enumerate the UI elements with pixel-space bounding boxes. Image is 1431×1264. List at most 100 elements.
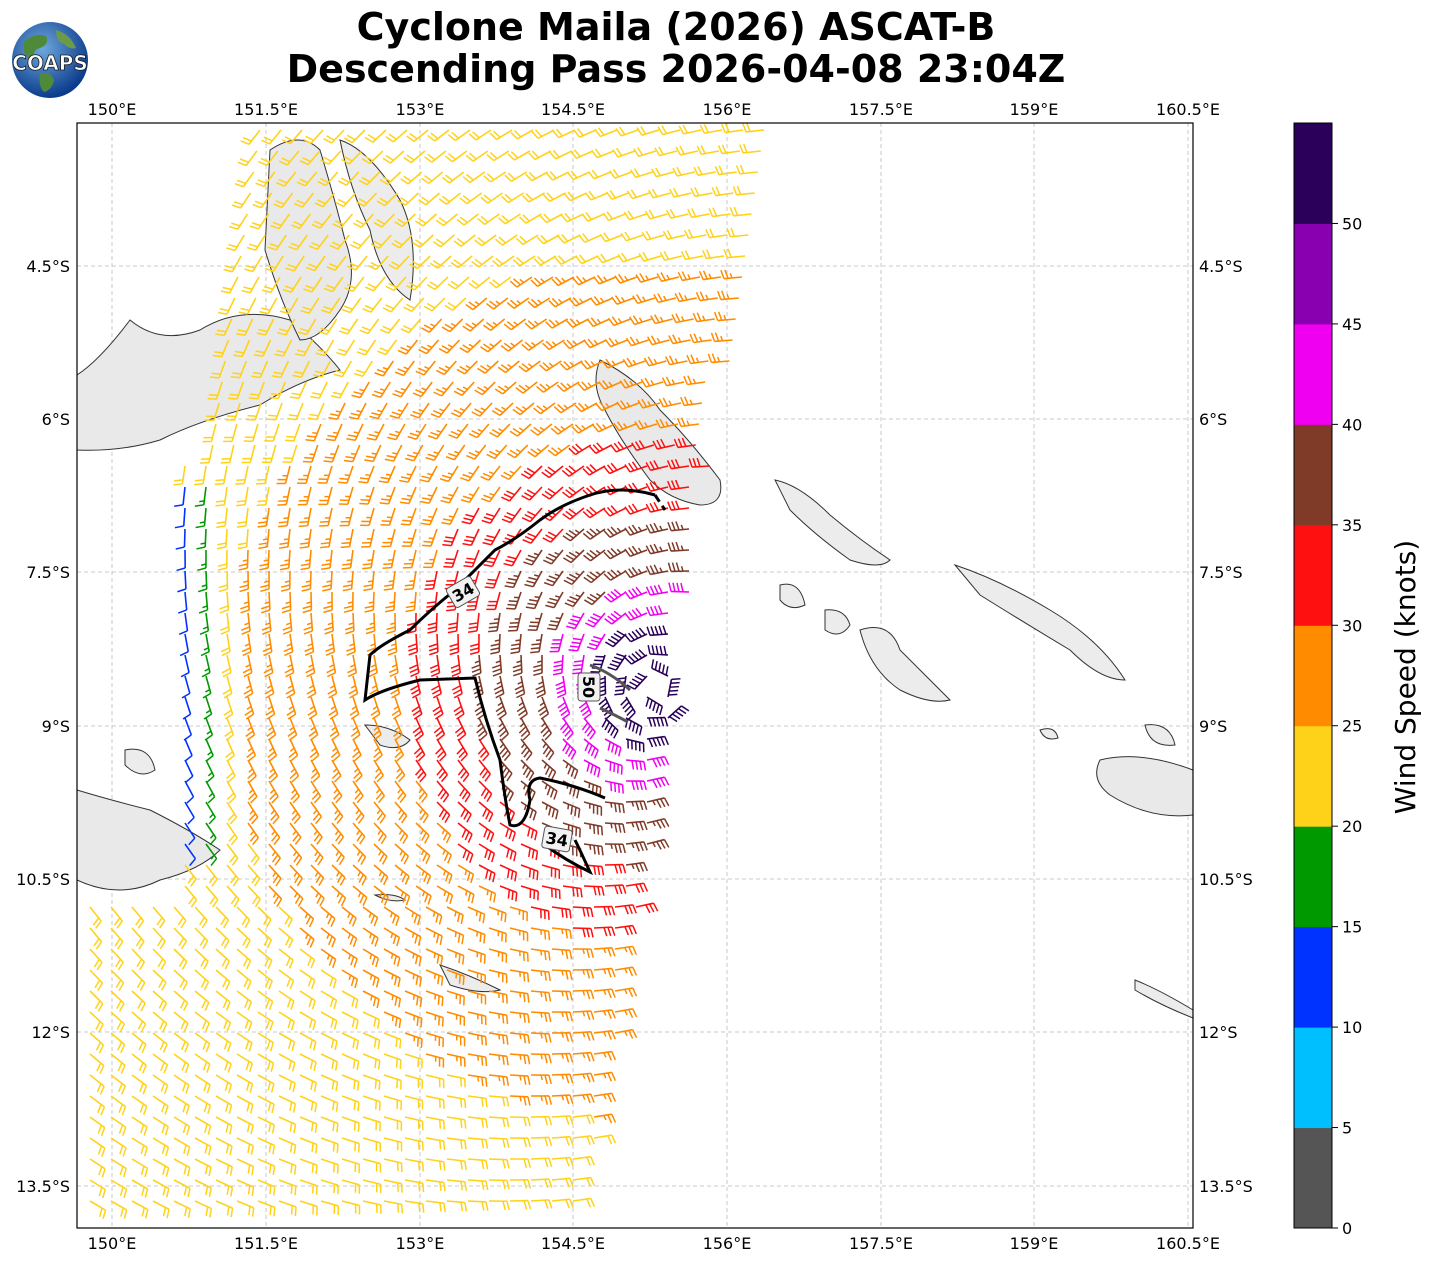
wind-barb — [255, 465, 270, 485]
wind-barb — [551, 1094, 574, 1105]
wind-barb — [328, 696, 339, 720]
wind-barb — [308, 234, 329, 251]
wind-barb — [89, 1200, 107, 1220]
wind-barb — [226, 885, 240, 908]
wind-barb — [226, 780, 237, 804]
wind-barb — [234, 171, 255, 188]
wind-barb — [401, 528, 417, 547]
wind-barb — [236, 1032, 253, 1052]
wind-barb — [267, 738, 278, 762]
lat-label-right: 9°S — [1199, 717, 1227, 736]
colorbar-ticks: 0 5 10 15 20 25 30 35 40 45 50 — [1332, 214, 1362, 1238]
wind-barb — [551, 1177, 574, 1188]
wind-barb — [645, 696, 664, 716]
wind-barb — [500, 339, 523, 352]
wind-barb — [637, 398, 661, 409]
wind-barb — [299, 1053, 317, 1072]
wind-barb — [278, 1200, 297, 1216]
wind-barb — [295, 339, 314, 357]
wind-barb — [197, 570, 208, 593]
wind-barb — [173, 1179, 191, 1198]
colorbar-tick-label: 0 — [1342, 1219, 1352, 1238]
wind-barb — [575, 254, 599, 265]
wind-barb — [667, 677, 681, 698]
wind-barb — [523, 549, 543, 566]
wind-barb — [441, 318, 464, 333]
wind-barb — [362, 927, 379, 947]
wind-barb — [175, 528, 186, 550]
wind-barb — [509, 1116, 531, 1127]
wind-barb — [352, 864, 367, 886]
wind-barb — [249, 213, 270, 230]
wind-barb — [654, 146, 678, 157]
wind-barb — [690, 187, 713, 198]
wind-barb — [235, 465, 249, 485]
map-title-line1: Cyclone Maila (2026) ASCAT-B — [356, 5, 996, 49]
wind-barb — [604, 884, 627, 895]
wind-barb — [604, 759, 623, 775]
wind-barb — [377, 339, 398, 356]
wind-barb — [430, 402, 451, 419]
wind-barb — [574, 402, 598, 413]
wind-barb — [552, 654, 564, 676]
wind-barb — [299, 1032, 317, 1051]
wind-barb — [644, 209, 668, 220]
wind-barb — [299, 528, 312, 549]
wind-barb — [530, 1178, 553, 1189]
wind-barb — [226, 801, 238, 825]
wind-barb — [593, 1029, 616, 1040]
wind-barb — [239, 570, 250, 593]
wind-barb — [373, 738, 383, 762]
wind-barb — [453, 234, 476, 247]
wind-barb — [349, 696, 360, 720]
wind-barb — [481, 507, 501, 524]
wind-barb — [708, 207, 731, 218]
wind-barb — [680, 250, 704, 261]
wind-barb — [194, 1011, 210, 1032]
wind-barb — [278, 906, 293, 928]
wind-barb — [205, 738, 214, 762]
wind-barb — [194, 465, 207, 486]
wind-barb — [362, 1011, 381, 1029]
wind-barb — [699, 124, 723, 135]
wind-barb — [236, 1116, 254, 1135]
wind-barb — [499, 759, 513, 782]
wind-barb — [320, 1158, 339, 1174]
wind-barb — [240, 129, 261, 145]
wind-barb — [467, 1032, 487, 1046]
wind-barb — [178, 612, 189, 636]
wind-barb — [668, 334, 691, 345]
wind-barb — [486, 150, 510, 162]
wind-barb — [611, 295, 635, 305]
wind-barb — [603, 462, 627, 475]
wind-barb — [735, 164, 758, 175]
wind-barb — [362, 1200, 382, 1214]
wind-barb — [184, 738, 193, 762]
wind-barb — [446, 1158, 467, 1171]
wind-barb — [583, 570, 606, 584]
wind-barb — [379, 171, 402, 185]
wind-barb — [593, 967, 616, 978]
wind-barb — [320, 297, 341, 314]
wind-barb — [666, 458, 690, 470]
wind-barb — [547, 444, 571, 457]
wind-barb — [152, 1158, 170, 1177]
wind-barb — [602, 211, 626, 222]
wind-barb — [152, 1032, 168, 1053]
wind-barb — [200, 633, 210, 657]
wind-barb — [624, 649, 648, 665]
wind-barb — [215, 486, 228, 507]
wind-barb — [184, 780, 195, 804]
wind-barb — [641, 230, 665, 241]
wind-barb — [566, 612, 585, 630]
wind-barb — [131, 1011, 147, 1033]
wind-barb — [512, 654, 523, 677]
wind-barb — [353, 360, 374, 377]
wind-barb — [329, 234, 350, 250]
wind-barb — [362, 549, 375, 570]
wind-barb — [260, 591, 271, 614]
wind-barb — [545, 318, 569, 329]
wind-barb — [236, 1200, 255, 1217]
wind-barb — [530, 1053, 552, 1064]
wind-barb — [247, 843, 260, 866]
